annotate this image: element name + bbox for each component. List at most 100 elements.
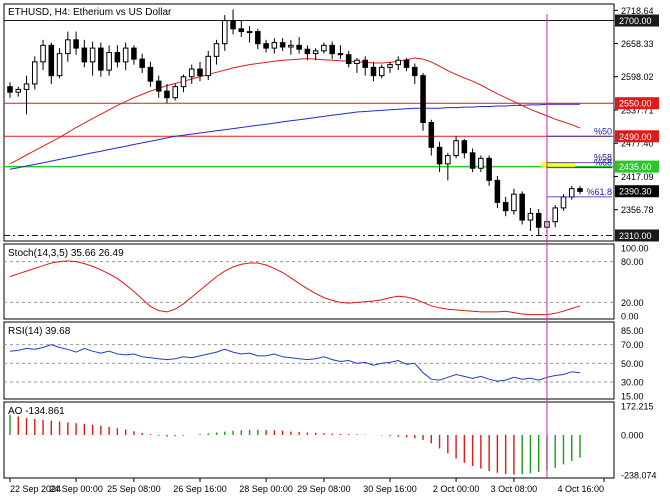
candle-body [205, 55, 212, 77]
level-price-box [615, 14, 659, 27]
candle-body [494, 179, 501, 203]
rsi-line [9, 344, 581, 382]
rsi-panel-frame [3, 321, 615, 400]
fib-label: %61.8 [586, 187, 612, 197]
level-price-label: 2550.00 [619, 99, 652, 109]
candle-body [7, 86, 13, 93]
candle-body [147, 66, 154, 82]
candle [222, 15, 228, 51]
ma-blue-line [9, 103, 580, 170]
candle-body [222, 20, 228, 45]
candle [445, 152, 451, 181]
price-tick-label: 2356.78 [621, 205, 654, 215]
candle-body [345, 54, 352, 65]
fib-label: %58 [594, 153, 612, 163]
candle-body [73, 39, 79, 49]
level-price-label: 2310.00 [619, 231, 652, 241]
candle-body [89, 47, 96, 63]
candle [139, 53, 145, 73]
candle [40, 39, 46, 71]
candle [354, 58, 360, 73]
candle [478, 155, 484, 173]
ao-tick-label: 172.215 [621, 402, 654, 412]
price-panel: ETHUSD, H4: Etherium vs US Dollar %50 %58… [3, 3, 659, 242]
candle [197, 61, 203, 82]
candle [312, 48, 319, 61]
price-chart-title: ETHUSD, H4: Etherium vs US Dollar [8, 7, 172, 18]
candle-body [395, 59, 402, 66]
candle-body [453, 140, 459, 157]
candle [238, 20, 245, 38]
candle [395, 56, 402, 71]
candle [15, 86, 22, 97]
ao-panel-frame [3, 401, 615, 479]
candle-body [445, 155, 451, 165]
candle [519, 191, 525, 225]
candle-body [122, 47, 129, 63]
candle-body [461, 140, 468, 154]
candle [535, 209, 542, 236]
time-tick-label: 22 Sep 2024 [10, 484, 61, 494]
stochastic-panel: Stoch(14,3,5) 35.66 26.49 100.00 80.00 20.… [3, 243, 649, 322]
candle-body [139, 58, 145, 68]
rsi-tick-label: 70.00 [621, 340, 644, 350]
level-price-label: 2490.00 [619, 132, 652, 142]
candle [362, 56, 368, 76]
candle [98, 42, 104, 77]
current-price-box [615, 185, 659, 198]
time-tick-label: 24 Sep 00:00 [49, 484, 103, 494]
candle-body [329, 44, 335, 55]
candle-body [81, 47, 88, 63]
candle-body [535, 212, 542, 228]
stochastic-content: 100.00 80.00 20.00 0.00 [4, 244, 649, 322]
candle-body [436, 146, 443, 165]
candle [412, 63, 418, 84]
rsi-tick-label: 15.00 [621, 392, 644, 402]
price-tick-label: 2598.02 [621, 72, 654, 82]
candle [387, 61, 393, 73]
candle [122, 42, 129, 71]
candle-body [577, 188, 583, 192]
candle-body [114, 52, 121, 63]
candle [502, 196, 509, 217]
stochastic-panel-frame [3, 243, 615, 320]
candle-body [469, 152, 476, 169]
price-tick-label: 2537.71 [621, 105, 654, 115]
candle [370, 61, 377, 82]
price-axis: 2718.64 2658.33 2598.02 2537.71 2477.40 2417.… [614, 6, 659, 242]
time-tick-label: 25 Sep 08:00 [107, 484, 161, 494]
candle [527, 207, 534, 232]
candle-body [370, 66, 377, 77]
rsi-tick-label: 85.00 [621, 326, 644, 336]
candle-body [131, 47, 137, 60]
candle-body [337, 53, 344, 56]
candle [205, 50, 212, 81]
candle-body [263, 43, 269, 49]
candle-body [213, 43, 220, 57]
candle [213, 39, 220, 65]
candle [106, 45, 112, 76]
candle-body [502, 201, 509, 212]
candle [577, 185, 583, 195]
ao-tick-label: -238.074 [621, 471, 657, 481]
candle [469, 148, 476, 173]
rsi-panel: RSI(14) 39.68 85.00 70.00 50.00 30.00 15.00 [3, 321, 644, 402]
price-tick-label: 2658.33 [621, 39, 654, 49]
level-price-box [615, 229, 659, 242]
level-price-label: 2700.00 [619, 16, 652, 26]
candle [337, 45, 344, 60]
candle [230, 9, 236, 35]
candle [420, 72, 426, 131]
candle-body [568, 188, 575, 198]
candle-body [40, 44, 46, 63]
candle [271, 38, 278, 54]
candle-body [23, 83, 30, 90]
candle [345, 50, 352, 68]
candle [147, 61, 154, 87]
candle [155, 75, 162, 98]
candle-body [279, 42, 286, 48]
candle-body [246, 31, 253, 34]
candle-body [56, 53, 63, 77]
candle-body [106, 52, 112, 71]
